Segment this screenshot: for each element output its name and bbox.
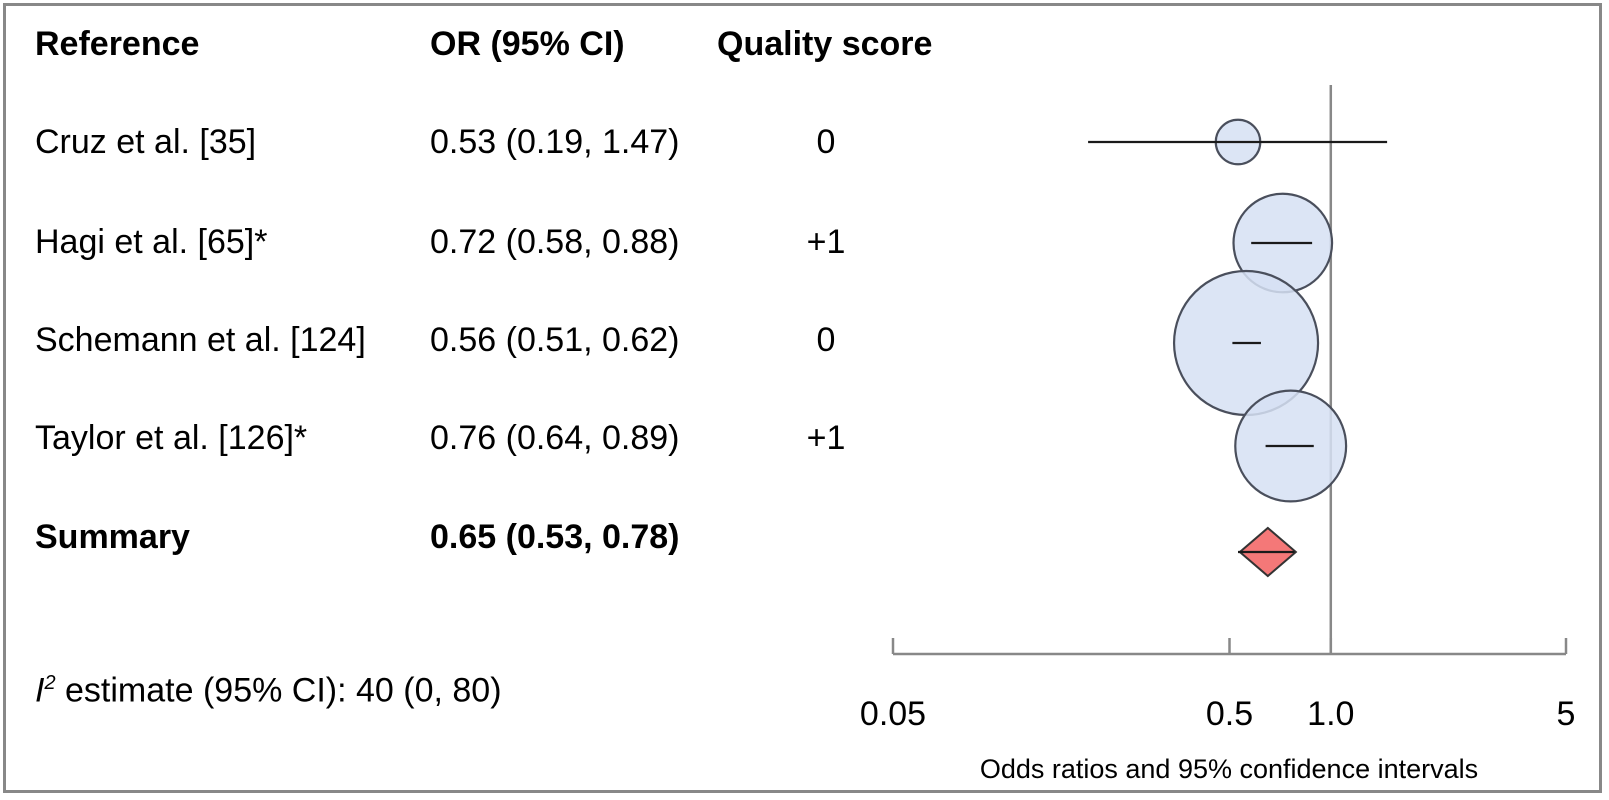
i2-symbol: I	[35, 671, 45, 710]
row-quality-score: 0	[816, 123, 836, 161]
x-tick-label: 0.05	[860, 695, 926, 733]
x-axis-label: Odds ratios and 95% confidence intervals	[980, 754, 1478, 784]
heterogeneity-text: estimate (95% CI): 40 (0, 80)	[55, 671, 502, 710]
summary-or-ci: 0.65 (0.53, 0.78)	[430, 518, 680, 556]
row-reference: Taylor et al. [126]*	[35, 419, 308, 457]
row-quality-score: +1	[806, 419, 846, 457]
i2-superscript: 2	[44, 672, 56, 694]
x-tick-label: 1.0	[1307, 695, 1354, 733]
row-or-ci: 0.76 (0.64, 0.89)	[430, 419, 680, 457]
row-reference: Hagi et al. [65]*	[35, 223, 268, 261]
row-quality-score: 0	[816, 321, 836, 359]
row-quality-score: +1	[806, 223, 846, 261]
heterogeneity-estimate: I2 estimate (95% CI): 40 (0, 80)	[35, 663, 502, 710]
x-tick-label: 0.5	[1206, 695, 1253, 733]
summary-label: Summary	[35, 518, 190, 556]
row-reference: Schemann et al. [124]	[35, 321, 366, 359]
figure-frame	[3, 3, 1602, 793]
row-or-ci: 0.56 (0.51, 0.62)	[430, 321, 680, 359]
x-tick-label: 5	[1557, 695, 1576, 733]
header-or-ci: OR (95% CI)	[430, 25, 625, 63]
row-or-ci: 0.72 (0.58, 0.88)	[430, 223, 680, 261]
row-or-ci: 0.53 (0.19, 1.47)	[430, 123, 680, 161]
header-quality-score: Quality score	[717, 25, 933, 63]
row-reference: Cruz et al. [35]	[35, 123, 257, 161]
header-reference: Reference	[35, 25, 200, 63]
